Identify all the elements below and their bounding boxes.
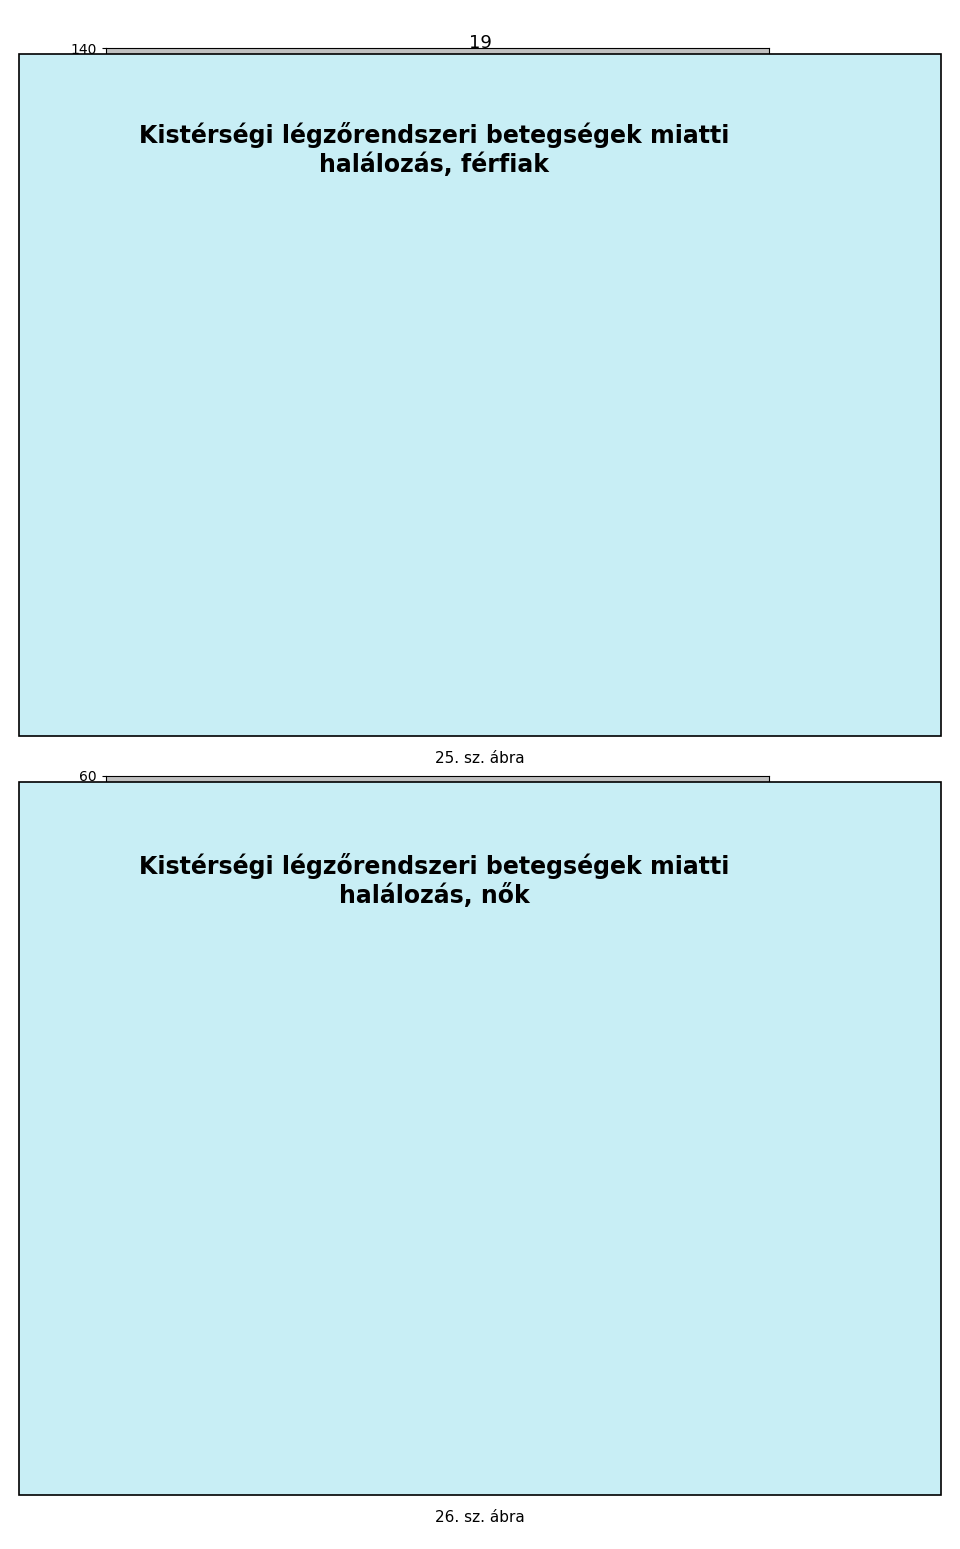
- 2006: [388, 234, 399, 252]
- 2005: [563, 266, 574, 285]
- 2006: [300, 1094, 312, 1112]
- 2004: [650, 934, 661, 953]
- Line: 2006: 2006: [132, 187, 743, 283]
- 2004: [300, 1075, 312, 1094]
- 2004: [388, 305, 399, 324]
- Y-axis label: standardizált halálozás: standardizált halálozás: [50, 138, 64, 313]
- 2006: [213, 274, 225, 293]
- 2004: [737, 976, 749, 994]
- Legend: 2004, 2005, 2006: 2004, 2005, 2006: [791, 784, 893, 869]
- 2005: [475, 77, 487, 96]
- 2005: [650, 186, 661, 204]
- 2006: [475, 915, 487, 934]
- Line: 2006: 2006: [132, 925, 743, 1103]
- 2006: [737, 191, 749, 209]
- 2004: [126, 934, 137, 953]
- Line: 2004: 2004: [132, 239, 743, 314]
- Line: 2004: 2004: [132, 943, 743, 1097]
- Line: 2005: 2005: [132, 87, 743, 327]
- 2006: [388, 988, 399, 1007]
- 2004: [737, 262, 749, 280]
- 2005: [475, 1001, 487, 1019]
- 2004: [563, 293, 574, 311]
- 2004: [213, 1013, 225, 1032]
- 2005: [213, 119, 225, 138]
- 2005: [737, 234, 749, 252]
- 2006: [300, 215, 312, 234]
- 2004: [388, 1087, 399, 1106]
- 2005: [300, 909, 312, 928]
- 2005: [388, 988, 399, 1007]
- 2004: [650, 266, 661, 285]
- 2004: [126, 229, 137, 248]
- 2006: [650, 994, 661, 1013]
- 2005: [563, 1056, 574, 1075]
- 2005: [213, 903, 225, 922]
- 2006: [213, 1044, 225, 1063]
- 2004: [213, 279, 225, 297]
- Legend: 2004, 2005, 2006: 2004, 2005, 2006: [791, 56, 893, 141]
- Text: Kistérségi légzőrendszeri betegségek miatti
halálozás, nők: Kistérségi légzőrendszeri betegségek mia…: [139, 853, 729, 909]
- 2006: [563, 229, 574, 248]
- Line: 2005: 2005: [132, 813, 743, 1066]
- 2004: [300, 229, 312, 248]
- Y-axis label: standardizált halálozás: standardizált halálozás: [59, 874, 73, 1049]
- 2006: [475, 234, 487, 252]
- 2006: [563, 1001, 574, 1019]
- 2005: [388, 285, 399, 304]
- 2006: [650, 178, 661, 197]
- 2006: [737, 982, 749, 1001]
- 2004: [475, 1087, 487, 1106]
- 2004: [475, 305, 487, 324]
- 2005: [126, 804, 137, 823]
- Text: Kistérségi légzőrendszeri betegségek miatti
halálozás, férfiak: Kistérségi légzőrendszeri betegségek mia…: [139, 122, 729, 177]
- 2005: [300, 279, 312, 297]
- 2005: [737, 976, 749, 994]
- 2005: [126, 318, 137, 336]
- 2006: [126, 274, 137, 293]
- 2004: [563, 940, 574, 959]
- Text: 26. sz. ábra: 26. sz. ábra: [435, 1510, 525, 1526]
- Text: 25. sz. ábra: 25. sz. ábra: [435, 751, 525, 767]
- 2006: [126, 1001, 137, 1019]
- Text: 19: 19: [468, 34, 492, 53]
- 2005: [650, 970, 661, 988]
